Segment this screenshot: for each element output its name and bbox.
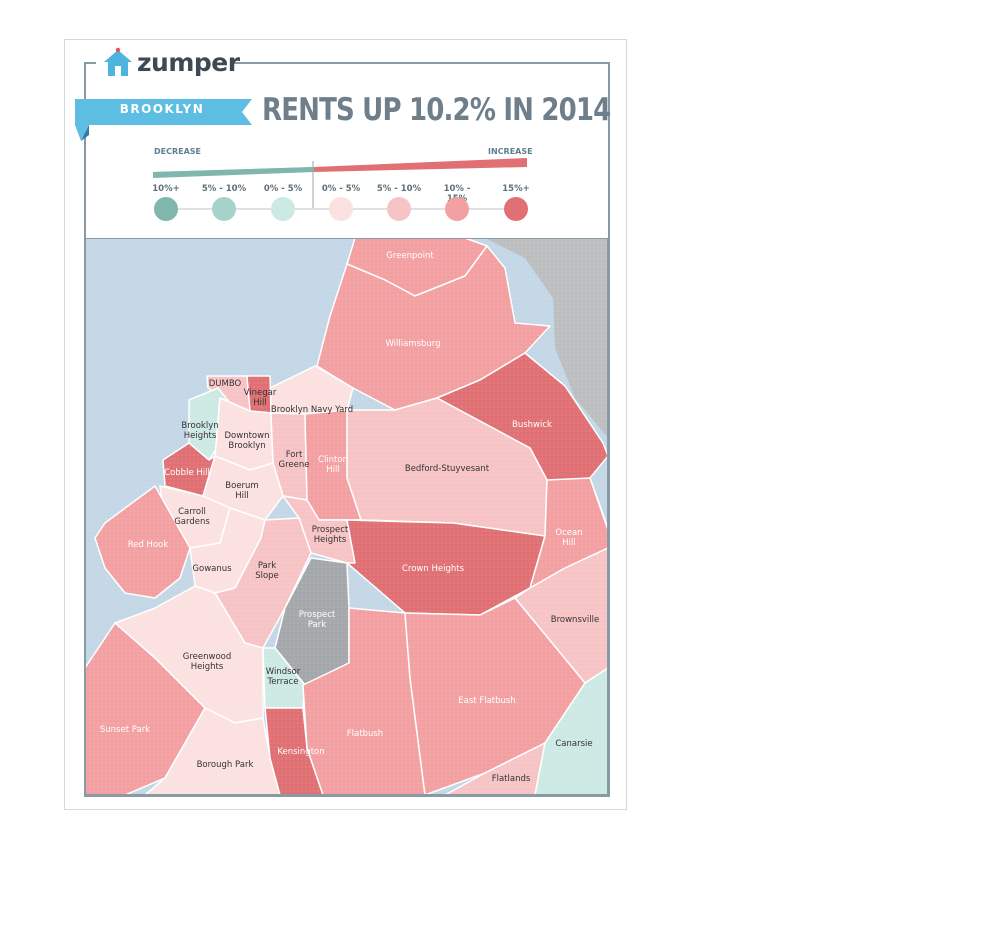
label-prospect-heights: Prospect Heights (312, 525, 349, 545)
legend-dot-6 (445, 197, 469, 221)
label-park-slope: Park Slope (255, 561, 279, 581)
label-canarsie: Canarsie (555, 739, 592, 749)
label-boerum-hill: Boerum Hill (225, 481, 258, 501)
legend-dot-7 (504, 197, 528, 221)
label-bushwick: Bushwick (512, 420, 552, 430)
label-williamsburg: Williamsburg (385, 339, 440, 349)
legend-dot-5 (387, 197, 411, 221)
label-gowanus: Gowanus (192, 564, 232, 574)
label-borough-park: Borough Park (197, 760, 254, 770)
label-sunset-park: Sunset Park (100, 725, 150, 735)
label-east-flatbush: East Flatbush (458, 696, 515, 706)
legend-range-3: 0% - 5% (263, 184, 303, 194)
legend-range-4: 0% - 5% (321, 184, 361, 194)
headline: RENTS UP 10.2% IN 2014 (262, 92, 611, 128)
brand-name: zumper (137, 48, 240, 77)
label-greenwood-heights: Greenwood Heights (183, 652, 232, 672)
legend-dot-2 (212, 197, 236, 221)
label-vinegar-hill: Vinegar Hill (244, 388, 277, 408)
label-ocean-hill: Ocean Hill (555, 528, 582, 548)
label-crown-heights: Crown Heights (402, 564, 465, 574)
brooklyn-map: Greenpoint Williamsburg DUMBO Vinegar Hil… (85, 238, 608, 795)
ribbon-banner (75, 99, 252, 141)
label-downtown-brooklyn: Downtown Brooklyn (225, 431, 270, 451)
label-kensington: Kensington (277, 747, 324, 757)
label-prospect-park: Prospect Park (299, 610, 336, 630)
legend-range-2: 5% - 10% (201, 184, 247, 194)
legend-range-7: 15%+ (502, 184, 530, 194)
label-brownsville: Brownsville (551, 615, 599, 625)
legend-dot-4 (329, 197, 353, 221)
legend-increase-label: INCREASE (488, 147, 533, 156)
ribbon-label: BROOKLYN (119, 102, 205, 116)
label-clinton-hill: Clinton Hill (318, 455, 348, 475)
label-red-hook: Red Hook (128, 540, 169, 550)
label-fort-greene: Fort Greene (279, 450, 310, 470)
label-bed-stuy: Bedford-Stuyvesant (405, 464, 490, 474)
legend-dot-3 (271, 197, 295, 221)
legend-range-5: 5% - 10% (376, 184, 422, 194)
legend-range-1: 10%+ (152, 184, 180, 194)
label-navy-yard: Brooklyn Navy Yard (271, 405, 353, 415)
label-brooklyn-heights: Brooklyn Heights (181, 421, 218, 441)
label-greenpoint: Greenpoint (386, 251, 434, 261)
label-flatlands: Flatlands (492, 774, 531, 784)
label-cobble-hill: Cobble Hill (164, 468, 210, 478)
label-flatbush: Flatbush (347, 729, 383, 739)
legend-dot-1 (154, 197, 178, 221)
label-carroll-gardens: Carroll Gardens (174, 507, 210, 527)
legend-decrease-label: DECREASE (154, 147, 202, 156)
house-icon (104, 47, 132, 76)
label-dumbo: DUMBO (209, 379, 242, 389)
label-windsor-terrace: Windsor Terrace (266, 667, 301, 687)
